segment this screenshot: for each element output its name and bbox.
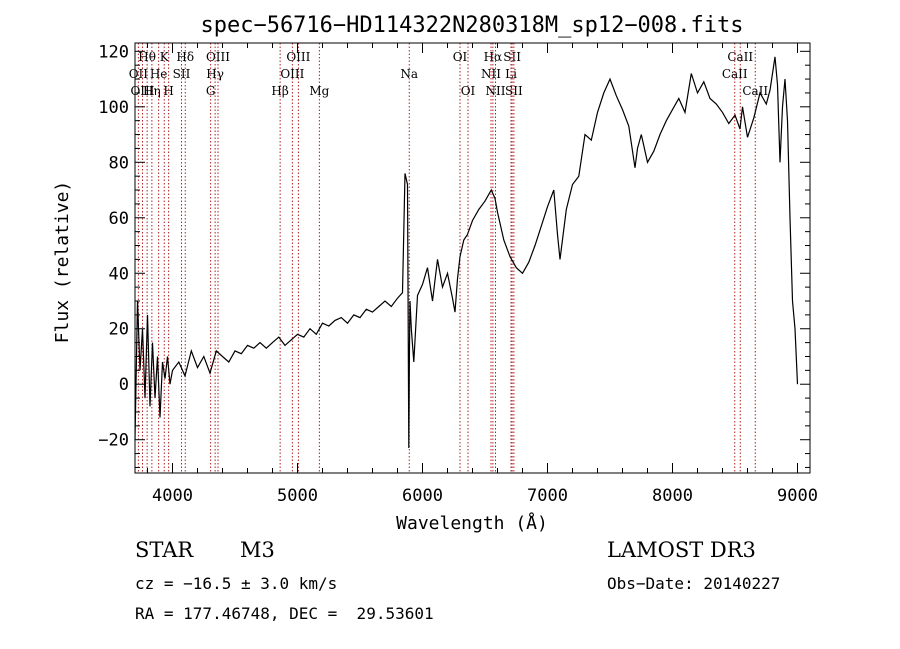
x-tick-label: 4000 bbox=[152, 486, 193, 506]
emission-line-label: OIII bbox=[206, 50, 230, 64]
emission-line-label: CaII bbox=[742, 84, 768, 98]
emission-line-label: OII bbox=[129, 67, 149, 81]
emission-line-label: OIII bbox=[280, 67, 304, 81]
spectrum-series-line bbox=[134, 56, 799, 449]
emission-line-label: SII bbox=[173, 67, 191, 81]
emission-line-label: Na bbox=[400, 67, 418, 81]
y-tick-label: −20 bbox=[98, 431, 129, 451]
emission-line-label: H bbox=[163, 84, 173, 98]
object-class: STAR bbox=[135, 538, 194, 562]
emission-line-label: Hη bbox=[143, 84, 161, 98]
y-axis: −20 0 20 40 60 80 100 120 bbox=[98, 42, 810, 468]
x-tick-label: 9000 bbox=[777, 486, 818, 506]
y-tick-label: 80 bbox=[109, 153, 129, 173]
x-axis-label: Wavelength (Å) bbox=[396, 512, 548, 534]
y-tick-label: 60 bbox=[109, 209, 129, 229]
emission-line-label: Hδ bbox=[176, 50, 194, 64]
emission-line-label: OIII bbox=[286, 50, 310, 64]
emission-line-label: NII bbox=[481, 67, 501, 81]
emission-line-label: OI bbox=[461, 84, 476, 98]
emission-line-label: Hβ bbox=[271, 84, 288, 98]
emission-line-label: Mg bbox=[309, 84, 329, 98]
x-tick-label: 6000 bbox=[402, 486, 443, 506]
survey-name: LAMOST DR3 bbox=[607, 538, 756, 562]
y-tick-label: 20 bbox=[109, 320, 129, 340]
emission-line-label: OI bbox=[453, 50, 468, 64]
emission-line-label: CaII bbox=[727, 50, 753, 64]
object-subclass: M3 bbox=[240, 538, 275, 562]
y-tick-label: 120 bbox=[98, 42, 129, 62]
emission-line-label: Hα bbox=[484, 50, 503, 64]
plot-frame bbox=[134, 42, 811, 474]
emission-line-label: Hγ bbox=[206, 67, 224, 81]
emission-line-label: SII bbox=[505, 84, 523, 98]
emission-line-label: K bbox=[160, 50, 170, 64]
emission-line-label: G bbox=[206, 84, 216, 98]
spectrum-chart: spec−56716−HD114322N280318M_sp12−008.fit… bbox=[52, 13, 818, 534]
emission-line-label: He bbox=[150, 67, 168, 81]
x-tick-label: 8000 bbox=[652, 486, 693, 506]
emission-line-label: SII bbox=[503, 50, 521, 64]
emission-line-label: Hθ bbox=[138, 50, 156, 64]
chart-title: spec−56716−HD114322N280318M_sp12−008.fit… bbox=[200, 13, 743, 38]
x-tick-label: 7000 bbox=[527, 486, 568, 506]
x-axis: 4000 5000 6000 7000 8000 9000 bbox=[147, 43, 818, 506]
emission-line-label: NII bbox=[486, 84, 506, 98]
coordinates: RA = 177.46748, DEC = 29.53601 bbox=[135, 604, 434, 623]
obs-date: Obs−Date: 20140227 bbox=[607, 574, 781, 593]
y-tick-label: 100 bbox=[98, 98, 129, 118]
emission-line-label: Li bbox=[505, 67, 517, 81]
x-tick-label: 5000 bbox=[277, 486, 318, 506]
emission-line-label: OIII bbox=[130, 84, 154, 98]
y-axis-label: Flux (relative) bbox=[52, 181, 73, 344]
y-tick-label: 0 bbox=[119, 375, 129, 395]
emission-line-label: CaII bbox=[722, 67, 748, 81]
redshift-info: cz = −16.5 ± 3.0 km/s bbox=[135, 574, 338, 593]
y-tick-label: 40 bbox=[109, 264, 129, 284]
plot-area bbox=[134, 56, 799, 449]
